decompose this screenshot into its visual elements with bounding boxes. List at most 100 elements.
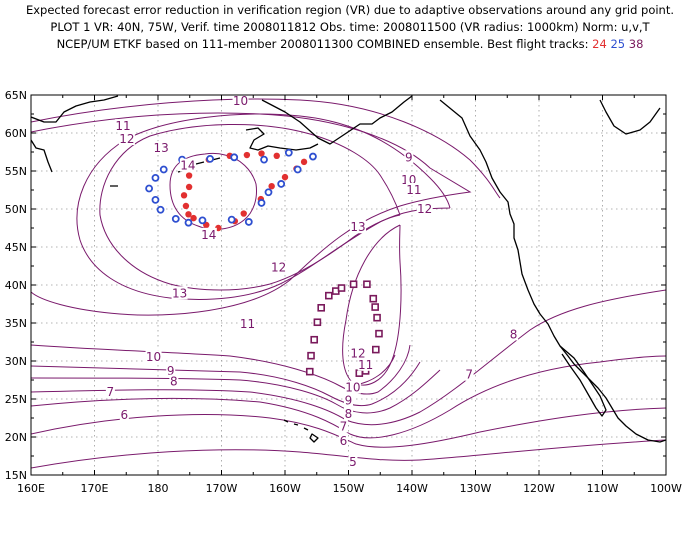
contour-label: 7 [107, 385, 115, 399]
coastline-asia [31, 95, 119, 173]
contour-label: 12 [271, 261, 286, 275]
coastline-hudson-bay [599, 99, 661, 135]
contour-label: 9 [345, 394, 353, 408]
contour-labels: 1011121314149101112131213111098761211109… [105, 94, 519, 469]
track-25-waypoint [151, 173, 160, 182]
contour-label-bg [169, 374, 179, 388]
longitude-label: 170E [81, 482, 109, 495]
longitude-label: 170W [206, 482, 238, 495]
map-title-line-3: NCEP/UM ETKF based on 111-member 2008011… [0, 36, 700, 53]
contour-label: 11 [115, 119, 130, 133]
track-24-waypoint [258, 150, 265, 157]
contour-label-bg [416, 202, 433, 215]
track-25-waypoint [257, 199, 266, 207]
track-24-waypoint [182, 202, 190, 210]
track-25-legend-label: 25 [610, 37, 626, 51]
grid-lines [31, 95, 666, 475]
contour-11-outer [31, 112, 472, 316]
contour-label: 14 [180, 159, 195, 173]
track-25-waypoint [198, 216, 207, 225]
contour-label: 11 [406, 183, 421, 197]
track-38-waypoint [317, 303, 325, 312]
contour-label: 13 [350, 220, 365, 234]
contour-8-south [31, 289, 666, 426]
track-24-legend-label: 24 [592, 37, 607, 51]
track-38-waypoint [305, 367, 314, 376]
contour-label: 8 [345, 407, 353, 421]
track-24-waypoint [300, 158, 308, 166]
track-25-waypoint [260, 155, 268, 164]
contour-label-bg [239, 316, 256, 330]
track-38-waypoint [325, 291, 333, 300]
track-38-waypoint [372, 345, 380, 354]
contour-label-bg [464, 367, 474, 381]
contour-label-bg [509, 327, 519, 341]
contour-6-south [31, 407, 666, 448]
contour-label-bg [115, 119, 132, 133]
contour-label-bg [145, 350, 162, 364]
coastline-alaska [245, 127, 319, 151]
latitude-label: 20N [5, 431, 27, 444]
contour-lines [31, 98, 666, 469]
contour-label: 6 [340, 434, 348, 448]
contour-label-bg [200, 227, 217, 241]
latitude-label: 30N [5, 355, 27, 368]
contour-label: 11 [358, 358, 373, 372]
track-24-waypoint [268, 183, 275, 190]
track-25-waypoint [277, 180, 286, 188]
track-38-waypoint [363, 280, 371, 289]
longitude-label: 140W [396, 482, 428, 495]
contour-label-bg [400, 173, 417, 187]
track-25-waypoint [244, 218, 253, 226]
contour-label-bg [350, 220, 367, 234]
track-38-waypoint [373, 313, 381, 322]
contour-label: 13 [172, 286, 187, 300]
track-25-waypoint [309, 152, 317, 161]
latitude-label: 40N [5, 279, 27, 292]
contour-label: 12 [119, 132, 134, 146]
track-25-waypoint [159, 165, 168, 174]
track-24-waypoint [180, 192, 188, 199]
contour-label-bg [405, 183, 422, 196]
contour-label: 5 [349, 455, 357, 469]
track-25-waypoint [156, 205, 165, 214]
contour-14-inner [169, 152, 257, 230]
contour-label-bg [179, 158, 196, 172]
track-38-waypoint [337, 284, 346, 292]
map-title-line-2: PLOT 1 VR: 40N, 75W, Verif. time 2008011… [50, 20, 650, 34]
contour-13-outer [99, 123, 401, 291]
longitude-label: 130W [460, 482, 492, 495]
contour-label-bg [171, 286, 188, 300]
contour-label-bg [338, 433, 348, 447]
contour-7-south [31, 355, 666, 439]
track-25-waypoint [293, 165, 302, 174]
track-25-waypoint [284, 148, 293, 157]
latitude-labels: 65N 60N 55N 50N 45N 40N 35N 30N 25N 20N 15N [5, 89, 27, 482]
longitude-label: 160W [269, 482, 301, 495]
contour-label: 10 [345, 381, 360, 395]
contour-label: 10 [233, 94, 248, 108]
contour-label: 6 [121, 408, 129, 422]
contour-label-bg [232, 95, 249, 108]
track-25-waypoint [184, 218, 193, 227]
contour-label: 11 [240, 317, 255, 331]
track-25-waypoint [171, 214, 180, 223]
contour-label-bg [119, 407, 129, 421]
track-38-waypoint [313, 318, 322, 327]
contour-label: 13 [154, 141, 169, 155]
track-24-waypoint [185, 183, 193, 191]
contour-label-bg [153, 141, 170, 155]
contour-label: 8 [510, 327, 518, 341]
contour-label: 10 [146, 350, 161, 364]
latitude-label: 50N [5, 203, 27, 216]
track-38-waypoint [307, 351, 315, 360]
contour-10-north [31, 98, 501, 199]
longitude-label: 100W [650, 482, 682, 495]
contour-label-bg [350, 346, 367, 360]
longitude-label: 110W [587, 482, 619, 495]
track-38-waypoint [310, 335, 319, 344]
coastline-hawaii [283, 419, 319, 443]
contour-5-south [31, 439, 666, 469]
contour-13-south [342, 224, 402, 386]
